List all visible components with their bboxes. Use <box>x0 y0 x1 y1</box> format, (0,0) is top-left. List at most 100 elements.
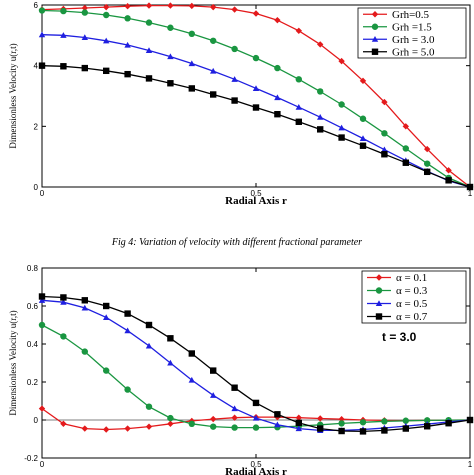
data-point <box>81 64 88 72</box>
data-point <box>359 142 367 149</box>
data-point <box>38 405 46 412</box>
data-point <box>338 427 345 435</box>
data-point <box>60 420 67 427</box>
data-point <box>317 41 324 48</box>
data-point <box>231 424 238 431</box>
data-point <box>103 314 110 320</box>
data-point <box>359 428 367 435</box>
data-point <box>145 321 153 329</box>
data-point <box>124 310 131 317</box>
data-point <box>274 111 281 118</box>
y-tick-label: 0.6 <box>27 302 39 311</box>
data-point <box>188 85 195 92</box>
data-point <box>81 425 88 432</box>
data-point <box>466 183 474 191</box>
data-point <box>231 76 238 82</box>
y-tick-label: 2 <box>34 122 39 131</box>
data-point <box>317 415 324 422</box>
data-point <box>81 297 88 304</box>
data-point <box>295 118 302 125</box>
legend-label: Grh =1.5 <box>392 21 432 33</box>
y-axis-title: Dimensionless Velocity u(r,t) <box>8 43 18 148</box>
y-tick-label: 0.4 <box>27 340 39 349</box>
data-point <box>317 126 324 133</box>
legend-marker <box>371 36 379 42</box>
data-point <box>38 293 46 300</box>
data-point <box>124 70 131 78</box>
y-tick-label: 0 <box>34 183 39 192</box>
legend-label: α = 0.1 <box>396 272 427 284</box>
data-point <box>145 19 153 26</box>
data-point <box>210 37 217 44</box>
data-point <box>188 376 195 383</box>
data-point <box>103 37 110 44</box>
data-point <box>81 4 88 12</box>
data-point <box>424 417 431 424</box>
data-point <box>60 7 67 15</box>
data-point <box>359 135 367 142</box>
data-point <box>188 350 195 357</box>
x-tick-label: 1 <box>468 460 473 469</box>
series-3 <box>38 297 474 434</box>
data-point <box>274 94 281 101</box>
y-tick-label: 0 <box>34 416 39 425</box>
data-point <box>210 392 217 398</box>
data-point <box>231 6 238 13</box>
legend-marker <box>375 287 383 294</box>
legend-marker <box>375 300 383 307</box>
top-chart: 0 2 4 6 0 0.5 1 Radial Axis r Dimensionless Velo… <box>8 1 474 207</box>
data-point <box>167 2 174 9</box>
data-point <box>231 414 238 421</box>
data-point <box>317 425 324 432</box>
legend-marker <box>371 48 379 55</box>
data-point <box>252 10 260 17</box>
data-point <box>103 67 110 75</box>
data-point <box>124 41 131 48</box>
data-point <box>124 3 131 10</box>
data-point <box>60 32 67 38</box>
data-point <box>167 335 174 342</box>
data-point <box>338 124 345 131</box>
data-point <box>103 3 110 11</box>
data-point <box>167 420 174 427</box>
data-point <box>295 27 302 34</box>
data-point <box>38 321 46 329</box>
data-point <box>167 80 174 87</box>
series-2 <box>38 321 474 431</box>
data-point <box>274 421 281 428</box>
data-point <box>295 104 302 110</box>
data-point <box>81 304 88 311</box>
data-point <box>167 53 174 60</box>
data-point <box>295 425 302 432</box>
data-point <box>424 423 431 430</box>
data-point <box>424 168 431 176</box>
data-point <box>124 425 131 432</box>
data-point <box>231 405 238 412</box>
data-point <box>103 426 110 433</box>
legend-marker <box>375 274 383 281</box>
legend-label: Grh = 3.0 <box>392 34 435 46</box>
x-tick-label: 1 <box>468 189 473 198</box>
legend-label: α = 0.7 <box>396 311 428 323</box>
y-tick-label: 4 <box>34 62 39 71</box>
data-point <box>359 115 367 122</box>
data-point <box>445 420 452 427</box>
data-point <box>252 399 260 407</box>
data-point <box>317 114 324 120</box>
data-point <box>81 9 89 16</box>
data-point <box>188 60 195 67</box>
series-4 <box>38 293 474 435</box>
series-2 <box>38 7 474 191</box>
data-point <box>188 2 195 10</box>
data-point <box>252 104 260 111</box>
x-axis-title: Radial Axis r <box>225 195 287 207</box>
x-tick-label: 0 <box>40 189 45 198</box>
data-point <box>188 30 195 38</box>
data-point <box>402 425 409 432</box>
data-point <box>402 123 409 130</box>
data-point <box>402 159 409 166</box>
data-point <box>381 130 388 137</box>
data-point <box>381 98 388 106</box>
data-point <box>402 145 409 152</box>
data-point <box>145 2 153 9</box>
